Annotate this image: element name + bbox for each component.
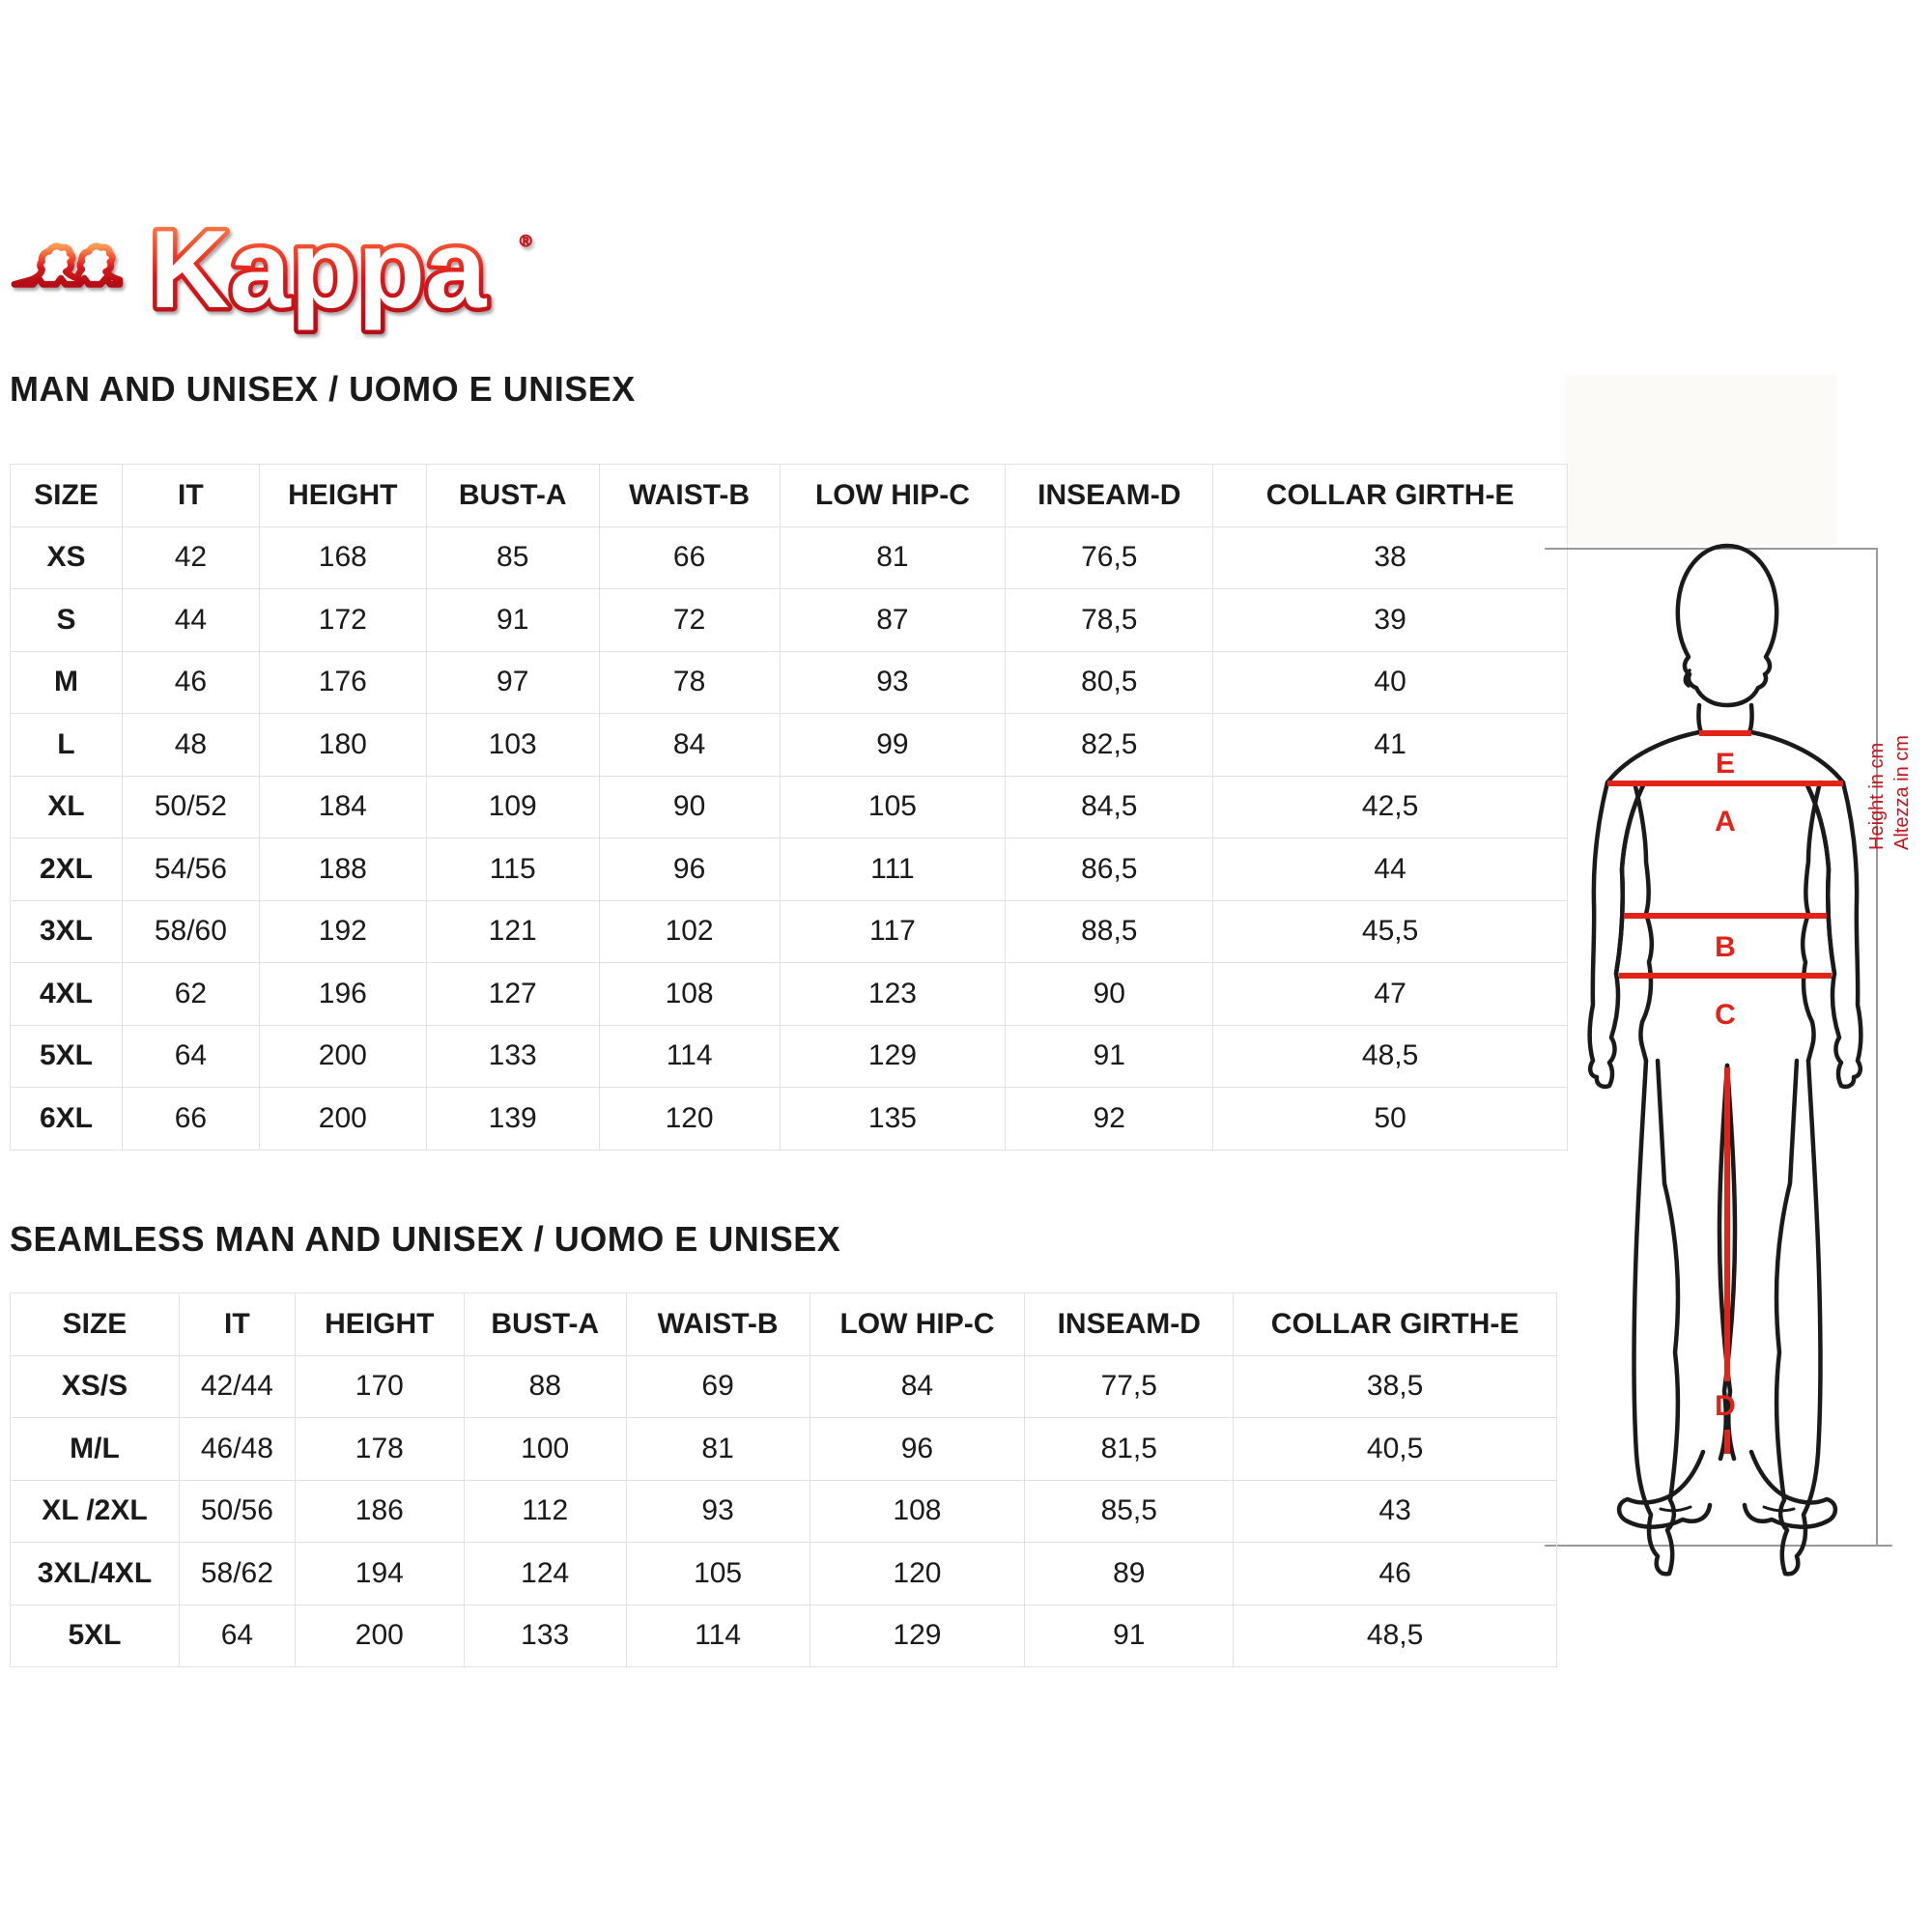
svg-text:E: E bbox=[1716, 748, 1735, 780]
svg-text:C: C bbox=[1715, 999, 1736, 1031]
svg-text:B: B bbox=[1715, 931, 1736, 963]
svg-text:A: A bbox=[1715, 806, 1736, 838]
svg-text:Kappa: Kappa bbox=[150, 209, 488, 331]
svg-text:®: ® bbox=[520, 232, 532, 250]
svg-text:D: D bbox=[1715, 1390, 1736, 1422]
